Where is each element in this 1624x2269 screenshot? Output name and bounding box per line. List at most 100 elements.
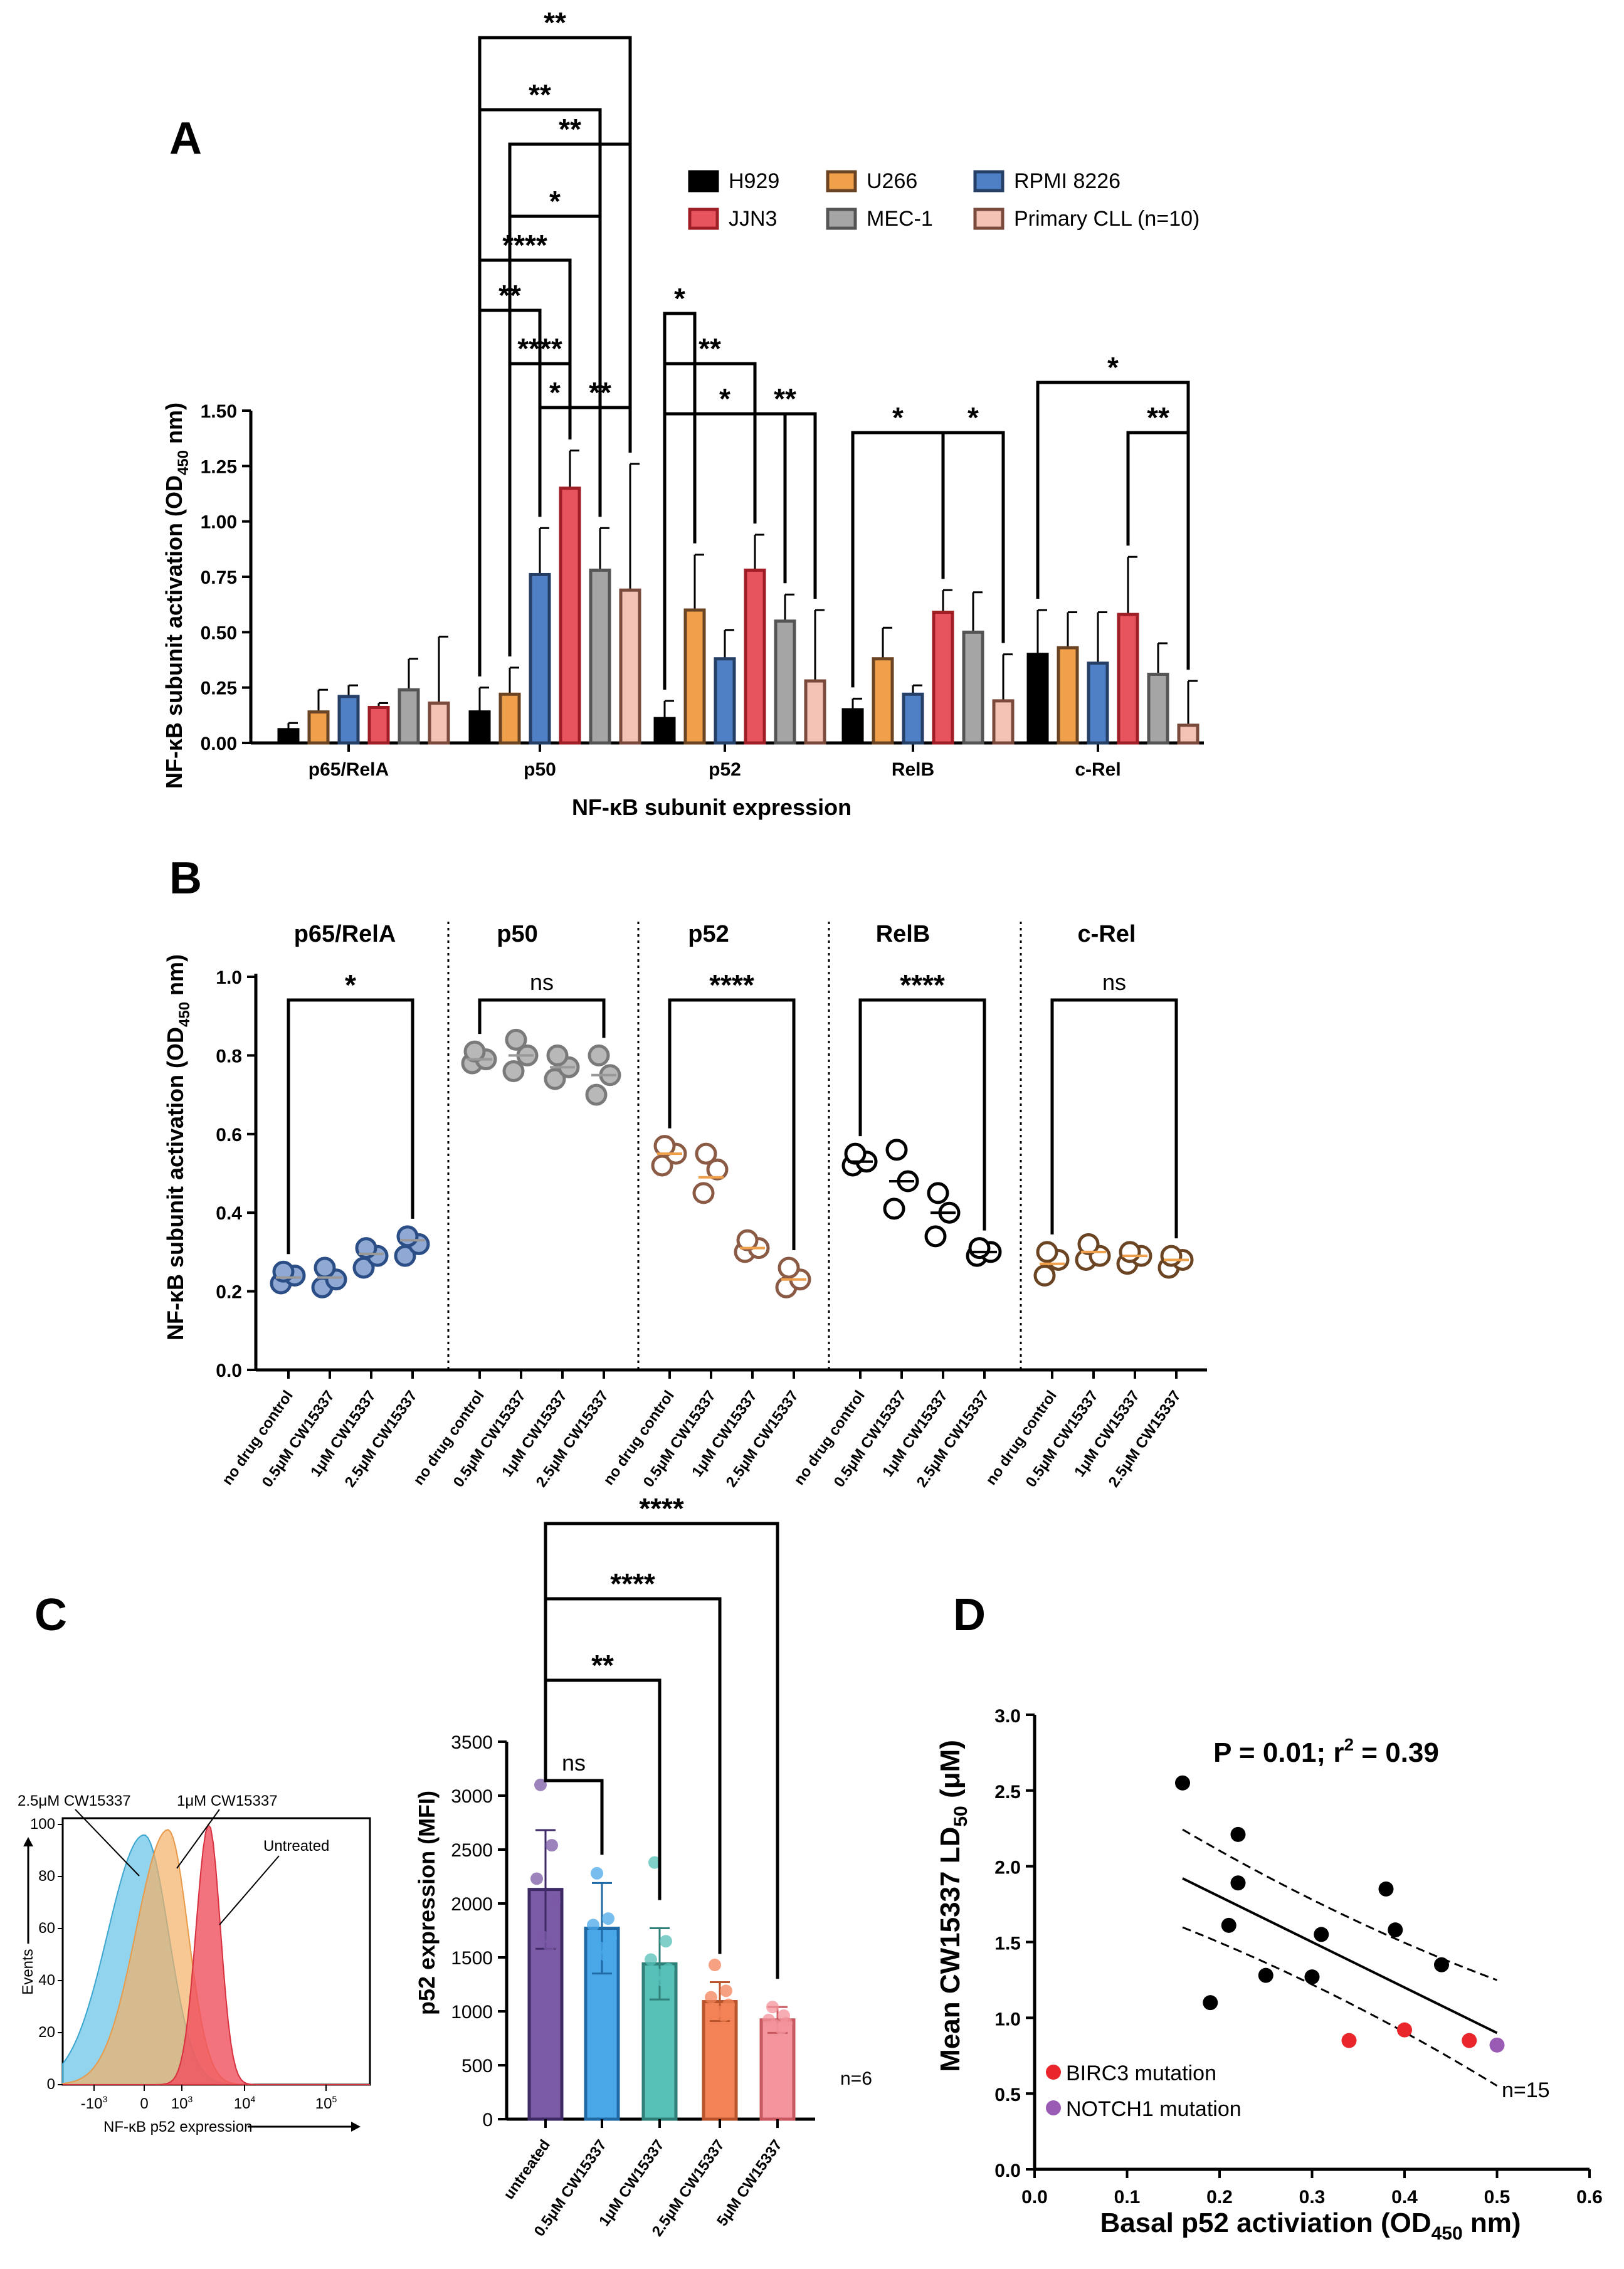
c-flow-x-tick-label: 105	[315, 2094, 337, 2112]
a-bar-mec-1	[962, 630, 984, 745]
a-legend-swatch	[973, 208, 1004, 230]
a-bar-primary-cll-n-10-	[804, 679, 826, 745]
a-legend-swatch	[688, 170, 719, 192]
a-bar-jjn3	[559, 487, 581, 745]
d-y-tick-label: 3.0	[994, 1706, 1021, 1727]
c-flow-x-arrowhead	[351, 2122, 361, 2132]
c-flow-y-tick-label: 80	[38, 1868, 55, 1885]
b-y-tick-label: 1.0	[216, 967, 242, 988]
a-y-tick-label: 1.25	[201, 456, 237, 477]
a-bar-u266	[683, 608, 706, 745]
d-data-point-birc3	[1397, 2022, 1412, 2038]
b-significance-label: ****	[900, 969, 945, 1001]
c-flow-annotation-arrow	[75, 1809, 140, 1877]
c-data-point	[548, 1895, 561, 1908]
a-x-tick-label: p65/RelA	[308, 759, 389, 780]
d-legend-marker-notch1	[1046, 2100, 1061, 2115]
b-significance-bracket-line	[1050, 998, 1178, 1239]
c-data-point	[587, 1919, 599, 1932]
b-group-header: p65/RelA	[294, 921, 396, 947]
a-bar-h929	[468, 710, 491, 745]
d-data-point-wt	[1230, 1875, 1246, 1891]
c-flow-annotation-arrow	[176, 1809, 220, 1869]
a-legend-label: Primary CLL (n=10)	[1014, 207, 1200, 231]
c-data-point	[766, 2001, 779, 2014]
b-significance-bracket-line	[858, 998, 986, 1231]
a-bar-mec-1	[398, 688, 420, 745]
c-data-point	[717, 2009, 730, 2022]
a-significance-bracket-label: *	[549, 185, 561, 218]
c-flow-y-tick-label: 100	[30, 1816, 55, 1833]
a-bar-u266	[872, 657, 894, 745]
c-y-tick-label: 2000	[451, 1894, 493, 1915]
panel-c-y-axis-label: p52 expression (MFI)	[414, 1791, 440, 2015]
panel-a-bars	[277, 450, 1200, 745]
c-y-tick-label: 0	[482, 2110, 493, 2130]
d-y-tick-label: 2.5	[994, 1782, 1021, 1803]
b-significance-label: ns	[530, 969, 554, 995]
d-x-tick-label: 0.6	[1576, 2187, 1603, 2208]
b-y-tick-label: 0.0	[216, 1361, 242, 1381]
a-bar-rpmi-8226	[902, 692, 924, 745]
a-bar-rpmi-8226	[714, 657, 736, 745]
a-bar-h929	[653, 717, 676, 745]
a-x-tick-label: p50	[524, 759, 556, 780]
a-legend-swatch	[826, 208, 857, 230]
c-flow-x-tick-label: 104	[234, 2094, 256, 2112]
a-significance-bracket-line	[568, 406, 632, 453]
c-data-point	[709, 1959, 721, 1972]
d-data-point-wt	[1378, 1881, 1394, 1897]
b-data-point	[396, 1225, 419, 1248]
a-bar-primary-cll-n-10-	[428, 701, 450, 745]
a-legend-swatch	[826, 170, 857, 192]
a-y-tick-label: 0.75	[201, 567, 237, 588]
panel-a-x-axis-label: NF-κB subunit expression	[572, 794, 852, 820]
c-data-point	[720, 1984, 732, 1998]
panel-a: A 0.00 0.25 0.50 0.75 1.00 1.25 1.50 p65/RelA p5…	[161, 6, 1204, 820]
d-x-tick-label: 0.1	[1114, 2187, 1141, 2208]
panel-b-letter: B	[169, 853, 202, 903]
a-bar-u266	[307, 710, 330, 745]
b-data-point	[544, 1068, 566, 1090]
d-x-tick-label: 0.0	[1021, 2187, 1048, 2208]
c-data-point	[537, 1930, 549, 1944]
b-data-point	[968, 1237, 991, 1260]
d-data-point-wt	[1388, 1922, 1403, 1938]
c-data-point	[546, 1839, 558, 1852]
b-group-header: p52	[688, 921, 729, 947]
c-flow-annotation-2.5um: 2.5μM CW15337	[18, 1793, 131, 1809]
panel-d-x-axis-label: Basal p52 activiation (OD450 nm)	[1100, 2208, 1521, 2244]
c-significance-bracket-line	[544, 1522, 779, 1979]
a-y-tick-label: 0.50	[201, 623, 237, 643]
a-x-tick-label: RelB	[892, 759, 934, 780]
a-significance-bracket-line	[753, 412, 817, 599]
a-bar-u266	[1057, 646, 1079, 745]
c-significance-label: ns	[562, 1750, 586, 1776]
a-legend-label: RPMI 8226	[1014, 169, 1120, 193]
a-significance-bracket-label: **	[498, 279, 521, 312]
panel-d: D 0.00.51.01.52.02.53.00.0 0.1 0.2 0.3 0.4 0.…	[935, 1590, 1603, 2244]
a-significance-bracket-label: **	[529, 78, 551, 111]
a-legend-swatch	[973, 170, 1004, 192]
a-bar-u266	[498, 692, 521, 745]
b-significance-bracket-line	[478, 998, 606, 1038]
b-data-point	[695, 1142, 717, 1165]
panel-d-plot: 0.0 0.5 1.0 1.5 2.0 2.5 3.0 0.0 0.1 0.2 0.3 0.4 0.5 0…	[994, 1706, 1603, 2208]
d-data-point-wt	[1175, 1775, 1190, 1791]
c-data-point	[660, 1935, 672, 1948]
a-bar-jjn3	[744, 568, 766, 745]
c-data-point	[722, 1998, 735, 2011]
d-y-tick-label: 2.0	[994, 1858, 1021, 1878]
a-legend-label: H929	[729, 169, 779, 193]
b-data-point	[927, 1182, 949, 1204]
b-data-point	[314, 1256, 336, 1279]
a-x-tick-label: p52	[709, 759, 741, 780]
b-y-tick-label: 0.2	[216, 1282, 242, 1303]
b-data-point	[505, 1028, 527, 1051]
panel-a-significance: ****************** ****** *** ****	[478, 6, 1190, 690]
a-significance-bracket-label: *	[892, 401, 904, 434]
d-y-tick-label: 0.5	[994, 2085, 1021, 2105]
c-significance-label: ****	[610, 1567, 655, 1600]
a-significance-bracket-label: ****	[517, 332, 562, 365]
b-data-point	[706, 1158, 729, 1181]
